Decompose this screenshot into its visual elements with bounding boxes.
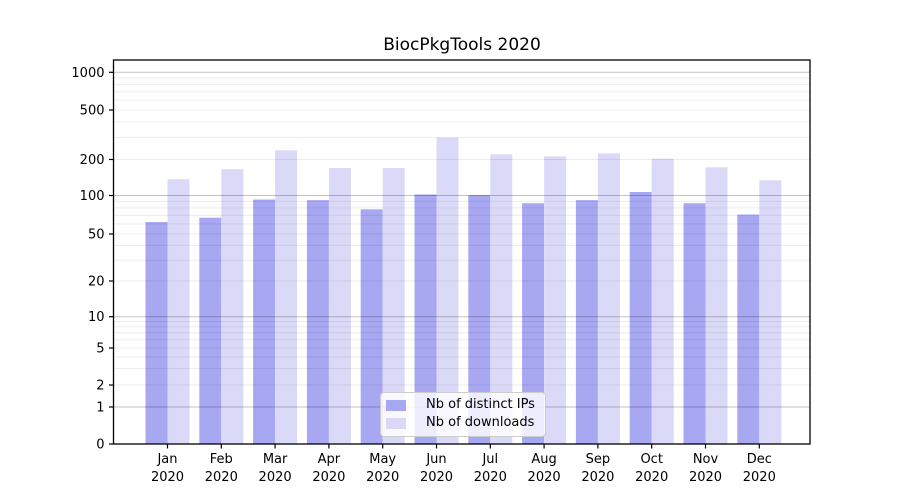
legend-row-distinct-ips: Nb of distinct IPs — [386, 398, 535, 412]
bar-distinct-ips-aug — [522, 203, 545, 444]
bar-downloads-dec — [759, 180, 782, 444]
y-tick-label-200: 200 — [80, 153, 105, 168]
x-tick-label-year-feb: 2020 — [205, 470, 238, 485]
bar-distinct-ips-may — [360, 209, 383, 444]
y-tick-label-20: 20 — [88, 274, 105, 289]
bar-downloads-oct — [651, 158, 674, 444]
legend: Nb of distinct IPs Nb of downloads — [380, 392, 546, 437]
x-tick-label-month-jan: Jan — [156, 452, 177, 467]
bar-distinct-ips-mar — [253, 199, 276, 444]
chart-title: BiocPkgTools 2020 — [383, 35, 541, 55]
x-tick-label-year-oct: 2020 — [635, 470, 668, 485]
y-tick-label-10: 10 — [88, 310, 105, 325]
x-tick-label-month-oct: Oct — [640, 452, 662, 467]
bar-downloads-apr — [328, 167, 351, 445]
y-tick-label-1: 1 — [96, 400, 104, 415]
y-tick-label-2: 2 — [96, 379, 104, 394]
bar-distinct-ips-feb — [199, 217, 222, 444]
bar-distinct-ips-jul — [468, 194, 491, 444]
bar-downloads-sep — [597, 153, 620, 444]
x-tick-label-month-nov: Nov — [693, 452, 719, 467]
bar-downloads-may — [382, 167, 405, 445]
bar-downloads-nov — [705, 167, 728, 445]
y-tick-label-5: 5 — [96, 342, 104, 357]
x-tick-label-year-jan: 2020 — [151, 470, 184, 485]
plot-box-spines — [112, 59, 811, 445]
legend-swatch-distinct-ips — [386, 399, 406, 411]
x-tick-label-year-may: 2020 — [366, 470, 399, 485]
y-tick-label-50: 50 — [88, 227, 105, 242]
y-tick-label-0: 0 — [96, 438, 104, 453]
bar-downloads-jan — [167, 179, 190, 444]
x-tick-label-year-jul: 2020 — [474, 470, 507, 485]
x-tick-label-month-aug: Aug — [531, 452, 556, 467]
x-tick-label-month-mar: Mar — [263, 452, 288, 467]
y-tick-label-1000: 1000 — [71, 66, 104, 81]
bar-distinct-ips-sep — [575, 200, 598, 444]
legend-row-downloads: Nb of downloads — [386, 416, 535, 430]
x-tick-label-month-may: May — [369, 452, 396, 467]
bar-distinct-ips-jan — [145, 222, 168, 444]
bar-distinct-ips-nov — [683, 203, 706, 444]
x-tick-label-year-apr: 2020 — [312, 470, 345, 485]
bar-distinct-ips-dec — [737, 214, 760, 444]
y-tick-label-500: 500 — [80, 103, 105, 118]
bar-distinct-ips-oct — [629, 191, 652, 444]
x-tick-label-month-dec: Dec — [747, 452, 772, 467]
legend-label-downloads: Nb of downloads — [426, 415, 535, 430]
legend-label-distinct-ips: Nb of distinct IPs — [426, 397, 535, 412]
bar-downloads-jun — [436, 137, 459, 444]
x-tick-label-month-jul: Jul — [481, 452, 498, 467]
x-tick-label-year-dec: 2020 — [743, 470, 776, 485]
bar-distinct-ips-jun — [414, 194, 437, 444]
bar-downloads-aug — [544, 156, 567, 444]
x-tick-label-year-sep: 2020 — [581, 470, 614, 485]
x-tick-label-year-nov: 2020 — [689, 470, 722, 485]
x-tick-label-month-sep: Sep — [586, 452, 611, 467]
bar-distinct-ips-apr — [306, 200, 329, 444]
x-tick-label-month-feb: Feb — [210, 452, 233, 467]
x-tick-label-year-mar: 2020 — [259, 470, 292, 485]
legend-swatch-downloads — [386, 417, 406, 429]
bar-downloads-mar — [275, 150, 298, 444]
bar-downloads-feb — [221, 169, 244, 444]
x-tick-label-month-apr: Apr — [318, 452, 341, 467]
x-tick-label-year-jun: 2020 — [420, 470, 453, 485]
y-tick-label-100: 100 — [80, 189, 105, 204]
x-tick-label-month-jun: Jun — [425, 452, 446, 467]
x-tick-label-year-aug: 2020 — [528, 470, 561, 485]
bar-downloads-jul — [490, 154, 513, 444]
